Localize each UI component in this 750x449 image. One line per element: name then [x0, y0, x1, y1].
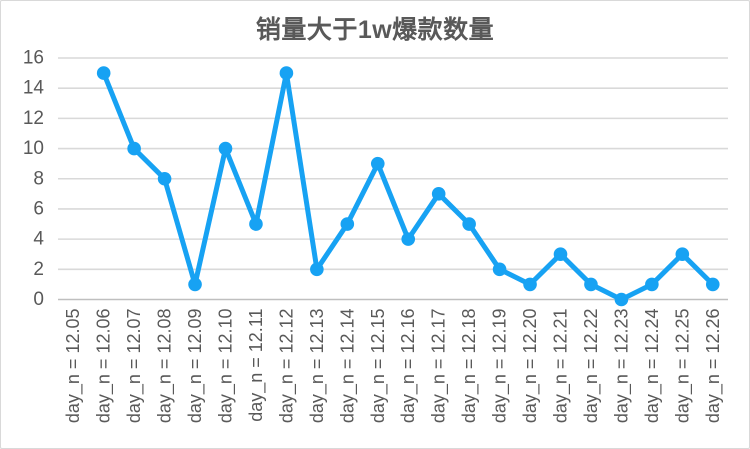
x-tick-label: day_n = 12.14 [337, 309, 358, 424]
data-point-marker [340, 217, 355, 231]
data-point-marker [310, 262, 324, 277]
y-tick-label: 14 [23, 78, 45, 99]
x-tick-label: day_n = 12.20 [520, 309, 541, 424]
x-tick-label: day_n = 12.22 [581, 309, 602, 424]
x-tick-label: day_n = 12.19 [490, 309, 511, 424]
x-tick-label: day_n = 12.16 [398, 309, 419, 424]
data-point-marker [523, 277, 537, 292]
y-tick-label: 10 [23, 138, 44, 159]
y-tick-label: 8 [33, 168, 44, 189]
data-point-marker [645, 277, 659, 292]
x-tick-label: day_n = 12.15 [368, 309, 389, 424]
data-point-marker [492, 262, 507, 277]
x-tick-label: day_n = 12.08 [155, 309, 176, 424]
data-point-marker [584, 277, 598, 292]
data-point-marker [370, 156, 385, 171]
x-tick-label: day_n = 12.23 [611, 309, 632, 424]
x-tick-label: day_n = 12.10 [216, 309, 237, 424]
y-tick-label: 6 [33, 198, 44, 219]
data-point-marker [96, 66, 111, 80]
x-tick-label: day_n = 12.12 [276, 309, 297, 424]
x-tick-label: day_n = 12.13 [307, 309, 328, 424]
chart-title: 销量大于1w爆款数量 [255, 16, 495, 44]
y-tick-label: 4 [33, 229, 44, 250]
x-tick-label: day_n = 12.18 [459, 309, 480, 424]
data-point-marker [675, 247, 690, 262]
data-point-marker [218, 141, 233, 156]
data-point-marker [431, 187, 446, 201]
x-tick-label: day_n = 12.21 [551, 309, 572, 424]
data-point-marker [157, 171, 172, 186]
y-tick-label: 12 [23, 108, 44, 129]
x-tick-label: day_n = 12.05 [63, 309, 84, 424]
y-tick-label: 0 [33, 289, 44, 310]
x-tick-label: day_n = 12.26 [703, 309, 724, 424]
data-point-marker [127, 141, 141, 156]
x-tick-label: day_n = 12.17 [429, 309, 450, 424]
series-line [101, 70, 716, 302]
x-tick-label: day_n = 12.09 [185, 309, 206, 424]
data-point-marker [279, 66, 294, 80]
y-tick-label: 2 [33, 259, 44, 280]
x-tick-label: day_n = 12.06 [94, 309, 115, 424]
data-point-marker [249, 217, 263, 231]
data-point-marker [462, 217, 476, 231]
data-point-marker [188, 277, 202, 292]
x-tick-label: day_n = 12.11 [246, 309, 267, 422]
x-tick-label: day_n = 12.07 [124, 309, 145, 424]
x-tick-label: day_n = 12.24 [642, 309, 663, 424]
data-point-marker [401, 232, 416, 246]
data-point-marker [553, 247, 568, 262]
data-point-marker [614, 292, 629, 307]
data-point-marker [705, 277, 720, 292]
y-tick-label: 16 [23, 48, 44, 69]
x-tick-label: day_n = 12.25 [672, 309, 693, 424]
